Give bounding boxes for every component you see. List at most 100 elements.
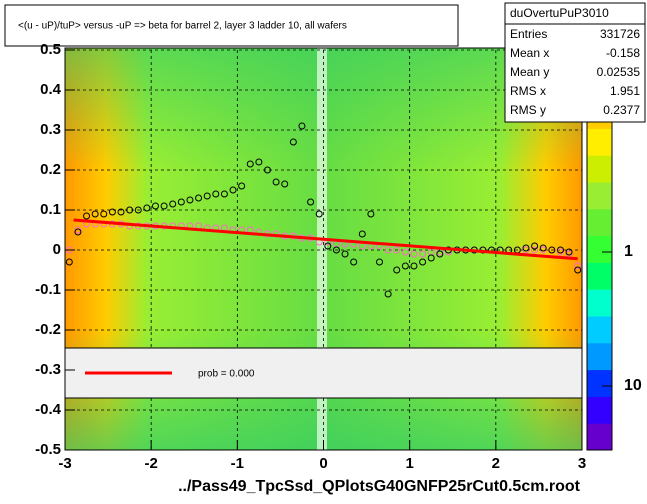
data-point xyxy=(531,246,539,254)
data-point xyxy=(212,190,220,198)
z-tick-label: 1 xyxy=(624,243,633,260)
legend-label: prob = 0.000 xyxy=(198,369,255,380)
y-tick-label: 0.5 xyxy=(40,41,61,58)
data-point xyxy=(522,246,530,254)
data-point xyxy=(531,242,539,250)
data-point xyxy=(177,198,185,206)
data-point xyxy=(419,250,427,258)
data-point xyxy=(74,226,82,234)
stats-title: duOvertuPuP3010 xyxy=(510,6,609,20)
colorbar-segment xyxy=(587,423,612,451)
data-point xyxy=(341,250,349,258)
colorbar-segment xyxy=(587,369,612,397)
data-point xyxy=(384,246,392,254)
y-tick-label: 0 xyxy=(53,241,61,258)
data-point xyxy=(307,198,315,206)
data-point xyxy=(74,228,82,236)
x-tick-label: 2 xyxy=(492,455,500,472)
data-point xyxy=(83,212,91,220)
data-point xyxy=(220,190,228,198)
data-point xyxy=(376,258,384,266)
data-point xyxy=(281,180,289,188)
data-point xyxy=(565,248,573,256)
x-tick-label: 3 xyxy=(578,455,586,472)
data-point xyxy=(65,258,73,266)
data-point xyxy=(151,202,159,210)
data-point xyxy=(195,194,203,202)
x-tick-label: 1 xyxy=(405,455,413,472)
data-point xyxy=(522,244,530,252)
stats-label: RMS x xyxy=(510,84,546,98)
data-point xyxy=(401,248,409,256)
data-point xyxy=(427,254,435,262)
data-point xyxy=(393,266,401,274)
data-point xyxy=(169,200,177,208)
y-tick-label: 0.3 xyxy=(40,121,61,138)
colorbar-segment xyxy=(587,208,612,237)
data-point xyxy=(367,210,375,218)
colorbar-segment xyxy=(587,128,612,156)
data-point xyxy=(419,258,427,266)
stats-label: Mean x xyxy=(510,46,549,60)
data-point xyxy=(410,250,418,258)
data-point xyxy=(203,192,211,200)
data-point xyxy=(117,208,125,216)
data-point xyxy=(436,250,444,258)
data-point xyxy=(186,196,194,204)
y-tick-label: -0.3 xyxy=(35,361,61,378)
stats-value: -0.158 xyxy=(606,46,640,60)
stats-value: 331726 xyxy=(600,27,640,41)
x-tick-label: 0 xyxy=(319,455,327,472)
data-point xyxy=(91,210,99,218)
colorbar-segment xyxy=(587,316,612,344)
data-point xyxy=(272,178,280,186)
data-point xyxy=(350,258,358,266)
x-axis-label: ../Pass49_TpcSsd_QPlotsG40GNFP25rCut0.5c… xyxy=(178,478,581,495)
stats-box xyxy=(504,2,646,123)
stats-value: 0.2377 xyxy=(603,103,640,117)
x-tick-label: -2 xyxy=(144,455,157,472)
y-tick-label: -0.1 xyxy=(35,281,61,298)
colorbar-segment xyxy=(587,262,612,290)
stats-label: RMS y xyxy=(510,103,546,117)
data-point xyxy=(315,210,323,218)
data-point xyxy=(134,206,142,214)
colorbar-segment xyxy=(587,289,612,317)
y-tick-label: 0.1 xyxy=(40,201,61,218)
x-tick-label: -1 xyxy=(231,455,244,472)
data-point xyxy=(332,246,340,254)
data-point xyxy=(556,248,564,256)
x-tick-label: -3 xyxy=(58,455,71,472)
data-point xyxy=(238,182,246,190)
data-point xyxy=(143,204,151,212)
data-point xyxy=(229,186,237,194)
data-point xyxy=(108,208,116,216)
data-point xyxy=(410,262,418,270)
colorbar-segment xyxy=(587,182,612,210)
stats-label: Mean y xyxy=(510,65,549,79)
y-tick-label: 0.2 xyxy=(40,161,61,178)
data-point xyxy=(539,244,547,252)
y-tick-label: -0.4 xyxy=(35,401,62,418)
data-point xyxy=(574,262,582,270)
stats-value: 0.02535 xyxy=(597,65,641,79)
data-point xyxy=(393,246,401,254)
data-point xyxy=(126,206,134,214)
data-point xyxy=(298,122,306,130)
title-box xyxy=(4,4,459,47)
y-tick-label: -0.2 xyxy=(35,321,61,338)
data-point xyxy=(324,242,332,250)
data-point xyxy=(539,246,547,254)
heatmap-gap xyxy=(317,48,327,450)
z-tick-label: 10 xyxy=(624,377,642,394)
data-point xyxy=(255,158,263,166)
data-point xyxy=(574,266,582,274)
data-point xyxy=(246,160,254,168)
data-point xyxy=(160,202,168,210)
y-tick-label: 0.4 xyxy=(40,81,62,98)
data-point xyxy=(358,230,366,238)
colorbar-segment xyxy=(587,396,612,424)
data-point xyxy=(401,262,409,270)
